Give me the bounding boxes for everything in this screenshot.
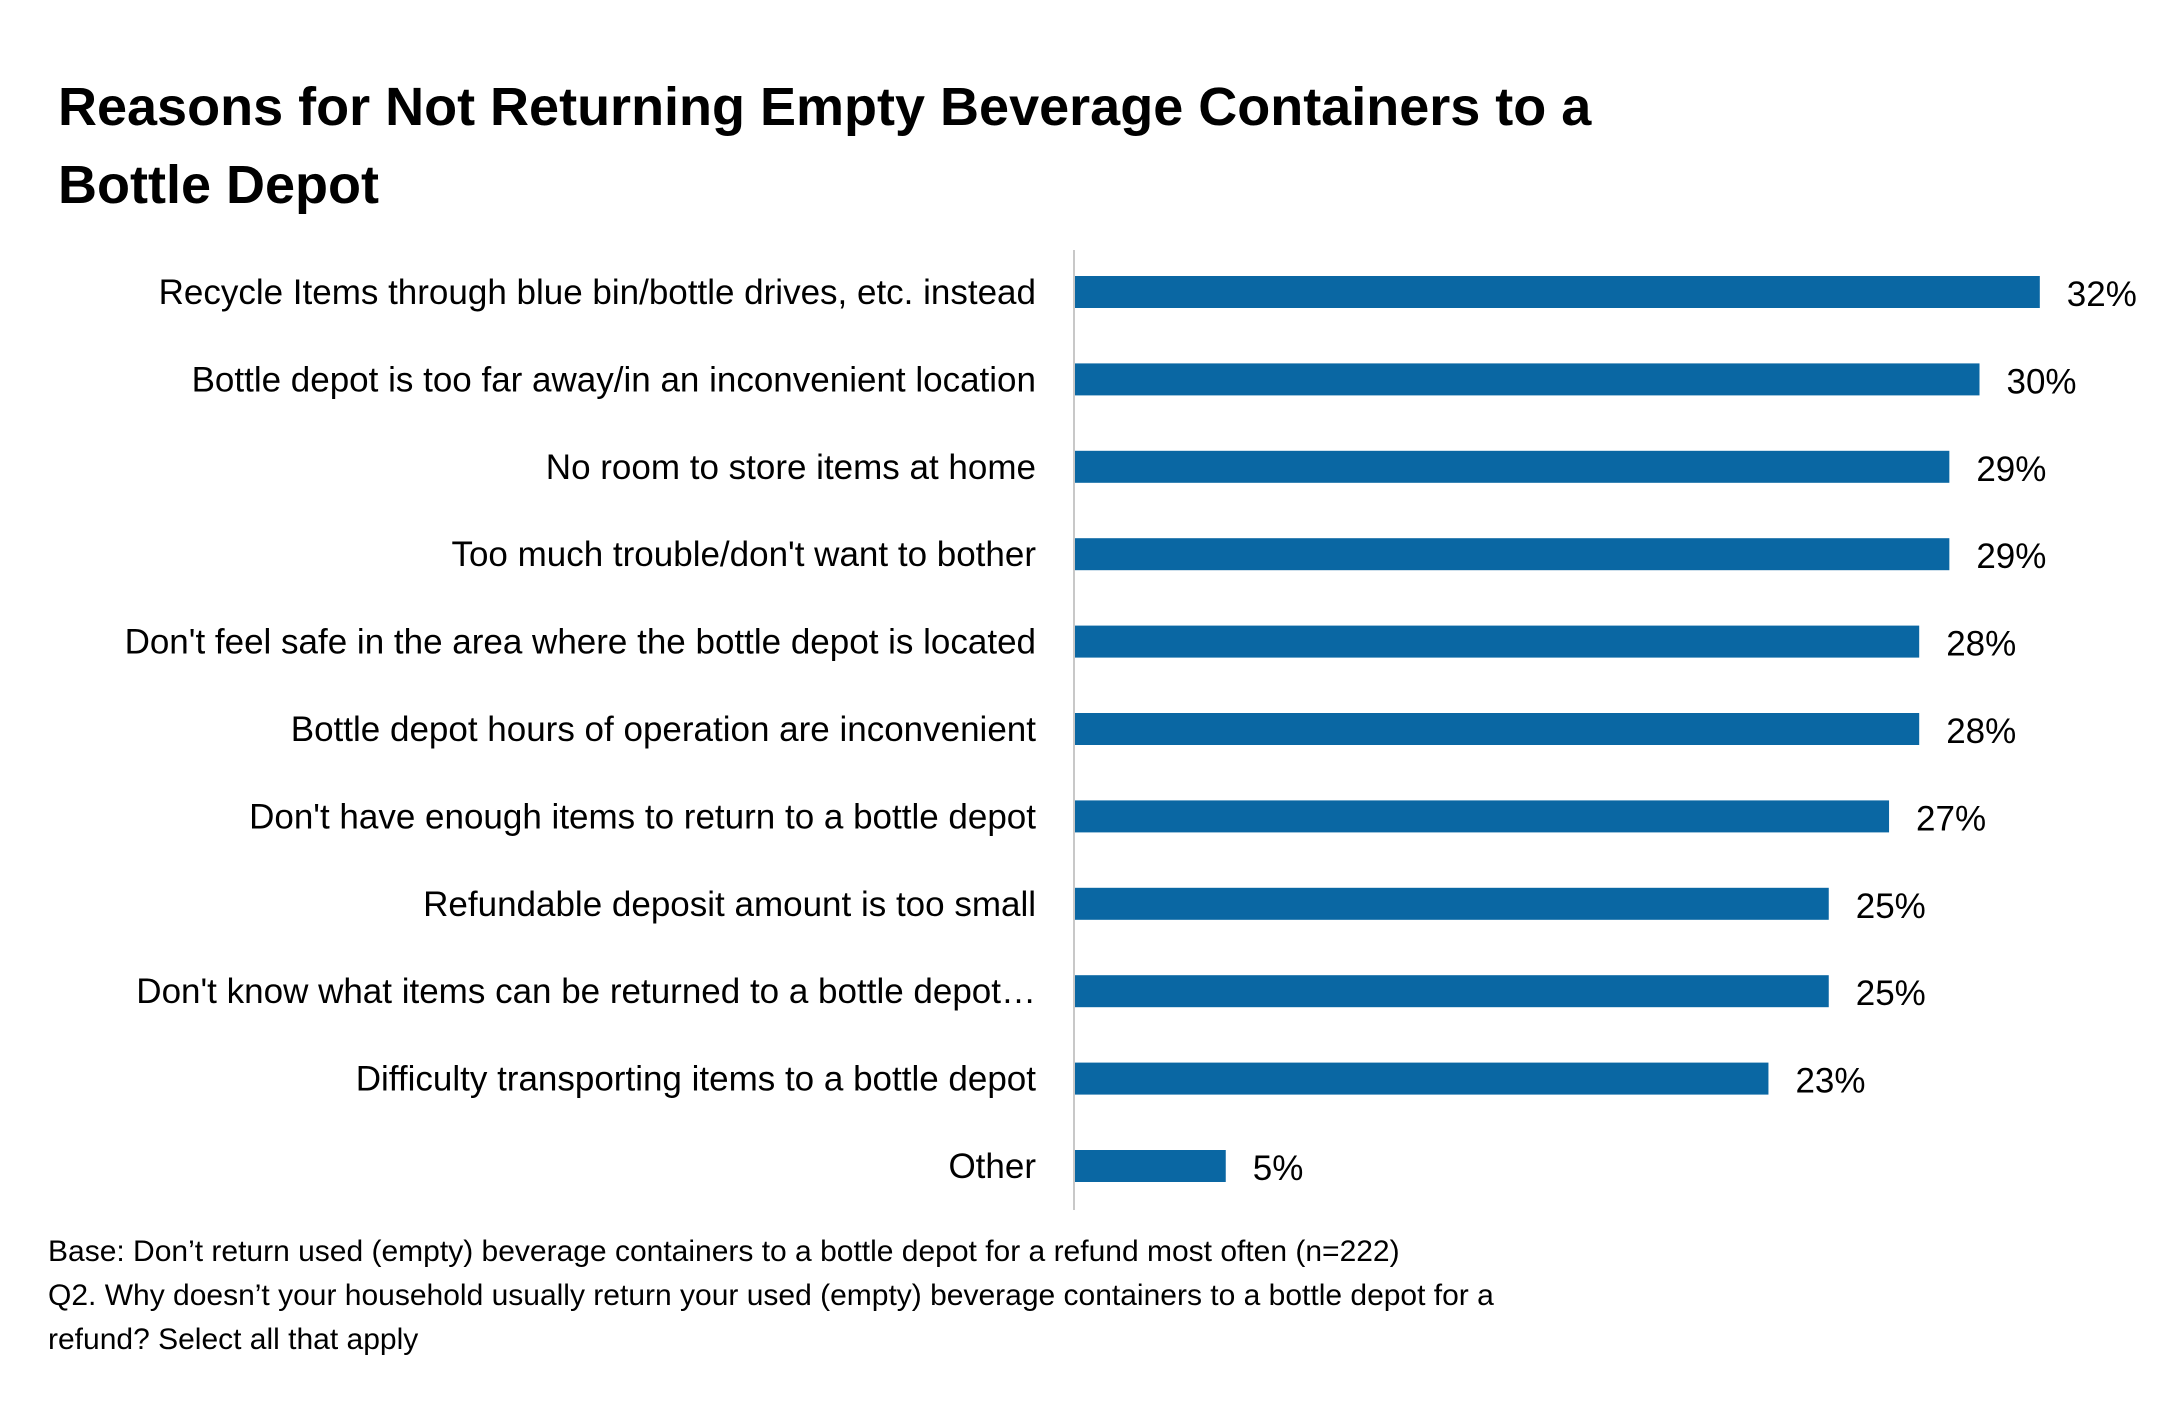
- category-label: Too much trouble/don't want to bother: [451, 535, 1036, 574]
- bar: [1075, 450, 1950, 483]
- value-label: 28%: [1946, 625, 2016, 664]
- value-label: 27%: [1916, 799, 1986, 838]
- bar: [1075, 800, 1890, 833]
- footnote-question-line-2: refund? Select all that apply: [48, 1323, 419, 1356]
- category-label: No room to store items at home: [546, 448, 1036, 487]
- bar: [1075, 276, 2040, 308]
- value-label: 23%: [1795, 1062, 1865, 1101]
- category-label: Bottle depot is too far away/in an incon…: [192, 360, 1036, 399]
- value-label: 29%: [1976, 537, 2046, 576]
- value-label: 29%: [1976, 450, 2046, 489]
- bar: [1075, 975, 1829, 1008]
- footnotes: Base: Don’t return used (empty) beverage…: [48, 1230, 1798, 1362]
- bar: [1075, 1150, 1226, 1182]
- bar: [1075, 363, 1980, 396]
- bar: [1075, 538, 1950, 571]
- value-label: 28%: [1946, 712, 2016, 751]
- category-labels-group: Recycle Items through blue bin/bottle dr…: [125, 273, 1037, 1186]
- value-label: 25%: [1856, 887, 1926, 926]
- bars-group: [1075, 276, 2040, 1182]
- category-label: Bottle depot hours of operation are inco…: [291, 710, 1037, 749]
- category-label: Difficulty transporting items to a bottl…: [356, 1060, 1037, 1099]
- bar: [1075, 887, 1829, 920]
- category-label: Recycle Items through blue bin/bottle dr…: [159, 273, 1036, 312]
- bar: [1075, 1062, 1769, 1095]
- category-label: Don't feel safe in the area where the bo…: [125, 623, 1036, 662]
- category-label: Don't know what items can be returned to…: [136, 972, 1036, 1011]
- chart-title: Reasons for Not Returning Empty Beverage…: [58, 77, 1592, 215]
- bar: [1075, 713, 1920, 745]
- category-label: Other: [948, 1147, 1036, 1186]
- category-label: Refundable deposit amount is too small: [423, 885, 1036, 924]
- value-label: 30%: [2007, 362, 2077, 401]
- bar: [1075, 625, 1920, 658]
- value-labels-group: 32% 30% 29% 29% 28% 28% 27% 25% 25% 23% 5%: [1253, 275, 2137, 1188]
- footnote-question-line-1: Q2. Why doesn’t your household usually r…: [48, 1279, 1494, 1312]
- value-label: 25%: [1856, 974, 1926, 1013]
- value-label: 32%: [2067, 275, 2137, 314]
- footnote-base: Base: Don’t return used (empty) beverage…: [48, 1235, 1400, 1268]
- category-label: Don't have enough items to return to a b…: [249, 797, 1036, 836]
- value-label: 5%: [1253, 1149, 1304, 1188]
